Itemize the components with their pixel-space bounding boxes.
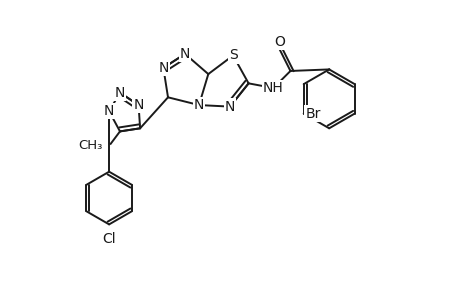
- Text: N: N: [158, 61, 168, 75]
- Text: O: O: [274, 35, 285, 49]
- Text: N: N: [179, 47, 190, 61]
- Text: NH: NH: [263, 81, 283, 95]
- Text: CH₃: CH₃: [78, 139, 103, 152]
- Text: N: N: [224, 100, 235, 114]
- Text: N: N: [193, 98, 204, 112]
- Text: Cl: Cl: [102, 232, 116, 246]
- Text: N: N: [115, 86, 125, 100]
- Text: N: N: [133, 98, 144, 112]
- Text: S: S: [228, 49, 237, 62]
- Text: Br: Br: [305, 106, 320, 121]
- Text: N: N: [104, 104, 114, 118]
